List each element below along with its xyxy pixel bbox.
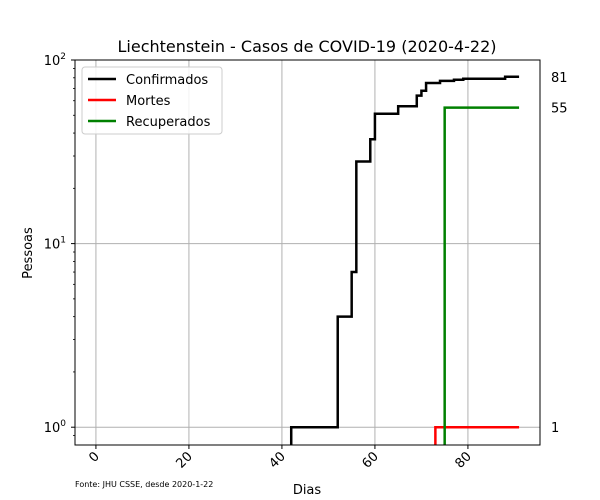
y-tick-label: 102	[44, 52, 66, 69]
x-axis-label: Dias	[293, 483, 322, 498]
series-line-recuperados	[443, 106, 520, 445]
y-tick-label: 100	[44, 419, 67, 436]
series-lines	[289, 75, 520, 445]
end-label: 81	[551, 71, 568, 86]
chart-title: Liechtenstein - Casos de COVID-19 (2020-…	[118, 37, 497, 56]
y-axis-label: Pessoas	[21, 227, 36, 279]
y-tick-label: 101	[44, 236, 66, 253]
legend-label-recuperados: Recuperados	[126, 115, 211, 130]
source-note: Fonte: JHU CSSE, desde 2020-1-22	[75, 480, 213, 489]
end-label: 1	[551, 421, 559, 436]
series-line-mortes	[434, 425, 520, 445]
legend-label-mortes: Mortes	[126, 94, 171, 109]
legend-label-confirmados: Confirmados	[126, 73, 208, 88]
legend: Confirmados Mortes Recuperados	[81, 66, 223, 135]
plot-frame	[74, 59, 541, 446]
end-labels: 81 55 1	[551, 71, 568, 436]
series-line-confirmados	[289, 75, 520, 445]
end-label: 55	[551, 102, 568, 117]
y-ticks: 100 101 102	[44, 52, 75, 436]
